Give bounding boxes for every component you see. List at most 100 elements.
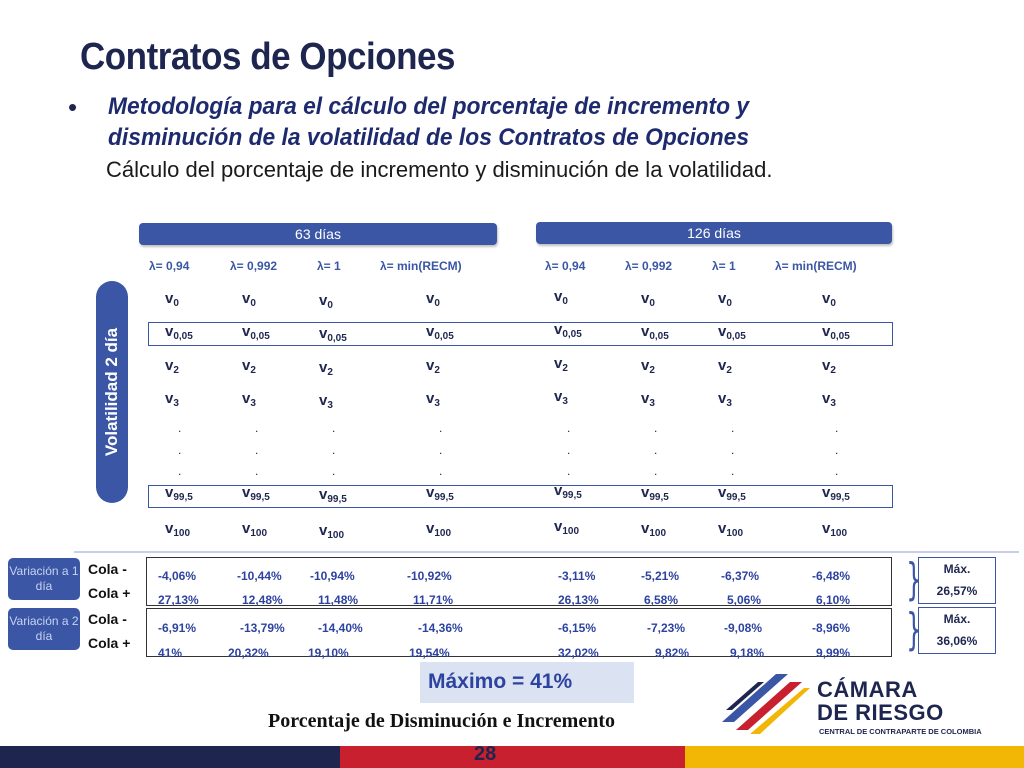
ellipsis-dot: . (567, 421, 571, 435)
volatility-cell: v0,05 (822, 323, 850, 342)
lambda-label: λ= 0,992 (625, 259, 673, 273)
volatility-cell: v3 (554, 388, 568, 407)
volatility-cell: v2 (641, 357, 655, 376)
max-1-day-box: Máx. 26,57% (918, 557, 996, 604)
cola-plus-value: 11,71% (413, 593, 454, 607)
max-value: 26,57% (936, 584, 978, 598)
lambda-label: λ= min(RECM) (775, 259, 857, 273)
cola-minus-value: -14,36% (418, 621, 463, 635)
volatility-cell: v100 (319, 522, 345, 541)
cola-minus-label: Cola - (88, 611, 127, 627)
cola-plus-value: 20,32% (228, 646, 269, 660)
cola-minus-value: -14,40% (318, 621, 363, 635)
volatility-cell: v2 (718, 357, 732, 376)
ellipsis-dot: . (835, 464, 839, 478)
ellipsis-dot: . (332, 421, 336, 435)
ellipsis-dot: . (439, 443, 443, 457)
volatility-cell: v99,5 (822, 484, 850, 503)
cola-minus-value: -5,21% (641, 569, 680, 583)
lambda-label: λ= 0,992 (230, 259, 278, 273)
volatility-cell: v99,5 (165, 484, 193, 503)
cola-plus-value: 19,10% (308, 646, 349, 660)
variation-1-day-values (146, 557, 892, 606)
cola-plus-label: Cola + (88, 585, 131, 601)
volatility-cell: v0 (641, 290, 655, 309)
volatility-cell: v2 (426, 357, 440, 376)
cola-minus-value: -8,96% (812, 621, 851, 635)
volatility-cell: v3 (641, 390, 655, 409)
cola-minus-value: -3,11% (558, 569, 596, 583)
volatility-cell: v2 (822, 357, 836, 376)
cola-plus-value: 6,10% (816, 593, 851, 607)
volatility-cell: v100 (641, 520, 667, 539)
cola-plus-value: 26,13% (558, 593, 599, 607)
volatility-cell: v0,05 (242, 323, 270, 342)
volatility-cell: v0,05 (319, 325, 347, 344)
ellipsis-dot: . (255, 421, 259, 435)
volatility-cell: v100 (554, 518, 580, 537)
cola-minus-value: -6,91% (158, 621, 197, 635)
volatility-cell: v100 (242, 520, 268, 539)
brace-icon: } (906, 554, 922, 605)
max-label: Máx. (943, 562, 971, 576)
ellipsis-dot: . (567, 464, 571, 478)
volatility-cell: v100 (426, 520, 452, 539)
footer-yellow-segment (685, 746, 1024, 768)
ellipsis-dot: . (178, 421, 182, 435)
ellipsis-dot: . (178, 464, 182, 478)
footer-bar (0, 746, 1024, 768)
logo-text-line1: CÁMARA (817, 677, 918, 702)
volatility-cell: v100 (165, 520, 191, 539)
lambda-label: λ= 0,94 (545, 259, 586, 273)
ellipsis-dot: . (439, 464, 443, 478)
cola-plus-value: 6,58% (644, 593, 679, 607)
maximum-summary: Máximo = 41% (420, 662, 634, 703)
volatility-cell: v0,05 (165, 323, 193, 342)
cola-plus-label: Cola + (88, 635, 131, 651)
volatility-cell: v2 (165, 357, 179, 376)
volatility-cell: v0 (426, 290, 440, 309)
ellipsis-dot: . (835, 421, 839, 435)
volatility-cell: v99,5 (718, 484, 746, 503)
volatility-cell: v99,5 (554, 482, 582, 501)
page-number: 28 (474, 743, 497, 765)
volatility-cell: v0 (165, 290, 179, 309)
max-value: 36,06% (936, 634, 978, 648)
bullet-marker: • (68, 92, 78, 122)
cola-minus-value: -9,08% (724, 621, 763, 635)
ellipsis-dot: . (332, 464, 336, 478)
volatility-cell: v99,5 (426, 484, 454, 503)
ellipsis-dot: . (567, 443, 571, 457)
camara-logo-icon (722, 674, 810, 734)
volatility-cell: v99,5 (242, 484, 270, 503)
volatility-cell: v3 (242, 390, 256, 409)
ellipsis-dot: . (654, 464, 658, 478)
cola-plus-value: 27,13% (158, 593, 199, 607)
volatility-cell: v0 (718, 290, 732, 309)
band-63-days: 63 días (139, 223, 497, 245)
cola-minus-value: -4,06% (158, 569, 197, 583)
ellipsis-dot: . (654, 421, 658, 435)
cola-plus-value: 9,82% (655, 646, 690, 660)
bullet-text: Metodología para el cálculo del porcenta… (108, 93, 750, 151)
volatility-cell: v0 (554, 288, 568, 307)
ellipsis-dot: . (835, 443, 839, 457)
brace-icon: } (906, 604, 922, 655)
ellipsis-dot: . (332, 443, 336, 457)
footer-red-segment (340, 746, 685, 768)
logo-tagline: CENTRAL DE CONTRAPARTE DE COLOMBIA (819, 727, 982, 736)
volatility-cell: v0 (822, 290, 836, 309)
volatility-cell: v0,05 (641, 323, 669, 342)
cola-plus-value: 32,02% (558, 646, 599, 660)
volatility-cell: v2 (554, 355, 568, 374)
variation-2-day-label: Variación a 2 día (8, 608, 80, 650)
ellipsis-dot: . (255, 443, 259, 457)
cola-minus-value: -6,15% (558, 621, 597, 635)
volatility-cell: v0 (319, 292, 333, 311)
footer-navy-segment (0, 746, 340, 768)
logo-text-line2: DE RIESGO (817, 700, 944, 725)
ellipsis-dot: . (178, 443, 182, 457)
lambda-label: λ= 1 (317, 259, 341, 273)
volatility-cell: v99,5 (641, 484, 669, 503)
band-126-days: 126 días (536, 222, 892, 244)
